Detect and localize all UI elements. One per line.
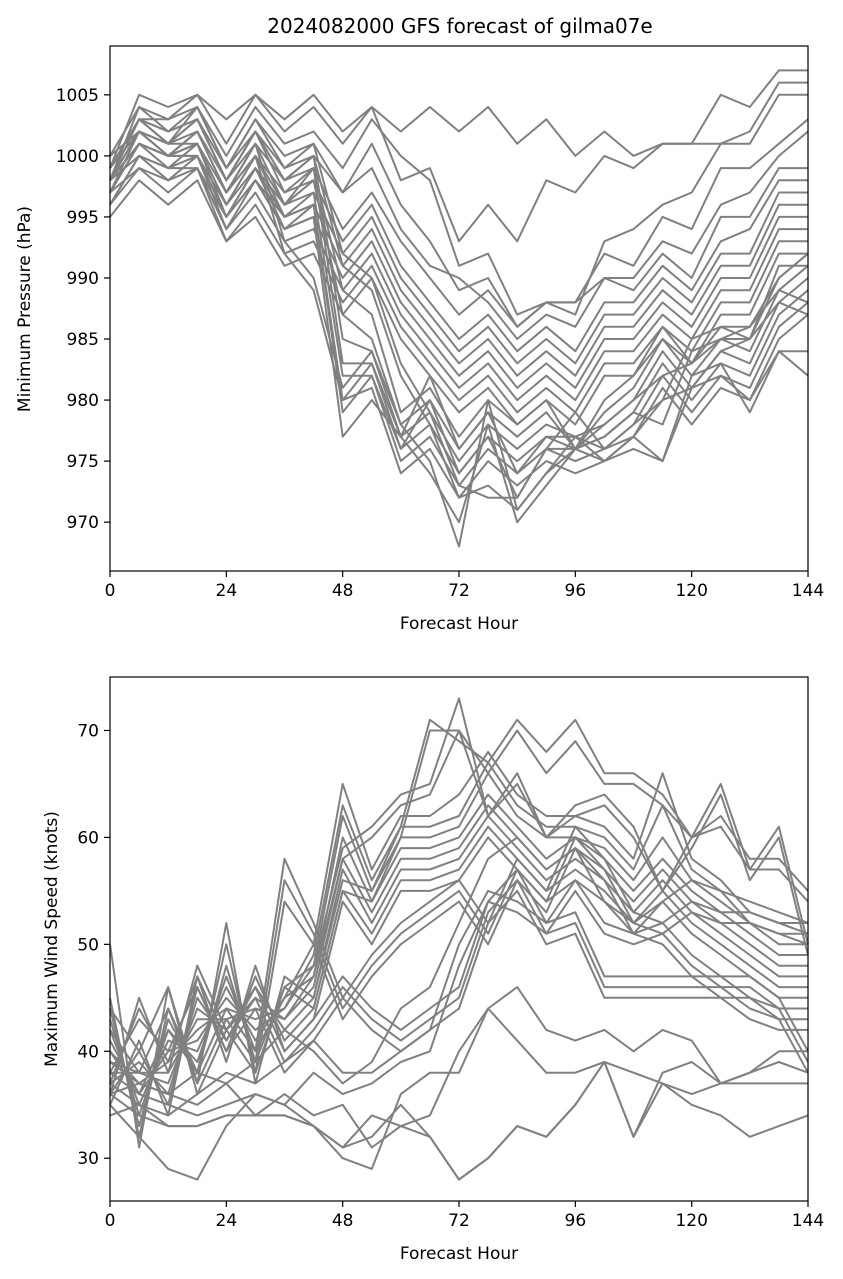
series-line <box>109 750 808 1106</box>
wind-y-ticks: 30 40 50 60 70 <box>77 721 110 1169</box>
x-tick-label: 120 <box>675 1211 707 1231</box>
x-tick-label: 72 <box>448 1211 470 1231</box>
y-tick-label: 990 <box>67 269 99 289</box>
wind-x-ticks: 0 24 48 72 96 120 144 <box>105 1201 824 1231</box>
y-tick-label: 50 <box>77 935 99 955</box>
x-tick-label: 0 <box>105 1211 116 1231</box>
y-tick-label: 40 <box>77 1042 99 1062</box>
pressure-lines <box>109 69 809 548</box>
series-line <box>109 1007 809 1181</box>
y-tick-label: 970 <box>67 513 99 533</box>
wind-chart: 0 24 48 72 96 120 144 30 40 50 60 70 Forecast Hour… <box>42 676 824 1264</box>
y-tick-label: 995 <box>67 208 99 228</box>
x-tick-label: 120 <box>675 581 707 601</box>
series-line <box>109 118 809 511</box>
x-tick-label: 96 <box>565 1211 587 1231</box>
y-tick-label: 70 <box>77 721 99 741</box>
series-line <box>109 825 808 1096</box>
pressure-plot-frame <box>109 45 809 572</box>
pressure-x-axis-label: Forecast Hour <box>400 614 518 634</box>
series-line <box>109 81 808 243</box>
series-line <box>109 836 809 1096</box>
y-tick-label: 1005 <box>56 86 99 106</box>
series-line <box>109 697 809 1128</box>
chart-title: 2024082000 GFS forecast of gilma07e <box>267 14 652 38</box>
y-tick-label: 60 <box>77 828 99 848</box>
series-line <box>109 879 809 1084</box>
series-line <box>109 889 809 1074</box>
wind-x-axis-label: Forecast Hour <box>400 1244 518 1264</box>
y-tick-label: 980 <box>67 391 99 411</box>
y-tick-label: 975 <box>67 452 99 472</box>
x-tick-label: 0 <box>105 581 116 601</box>
series-line <box>109 130 809 524</box>
series-line <box>109 879 809 1117</box>
series-line <box>109 93 808 316</box>
series-line <box>109 1061 809 1181</box>
wind-y-axis-label: Maximum Wind Speed (knots) <box>42 811 62 1067</box>
y-tick-label: 1000 <box>56 147 99 167</box>
x-tick-label: 48 <box>332 581 354 601</box>
x-tick-label: 144 <box>792 1211 824 1231</box>
series-line <box>109 130 809 499</box>
y-tick-label: 30 <box>77 1149 99 1169</box>
series-line <box>109 729 809 1117</box>
series-line <box>109 889 809 1117</box>
x-tick-label: 144 <box>792 581 824 601</box>
series-line <box>109 106 809 499</box>
series-line <box>109 868 809 1095</box>
pressure-y-axis-label: Minimum Pressure (hPa) <box>15 206 35 412</box>
x-tick-label: 48 <box>332 1211 354 1231</box>
pressure-x-ticks: 0 24 48 72 96 120 144 <box>105 571 824 601</box>
pressure-chart: 2024082000 GFS forecast of gilma07e 0 24 4… <box>15 14 824 634</box>
pressure-y-ticks: 970 975 980 985 990 995 1000 1005 <box>56 86 110 533</box>
x-tick-label: 24 <box>216 581 238 601</box>
x-tick-label: 96 <box>565 581 587 601</box>
x-tick-label: 72 <box>448 581 470 601</box>
x-tick-label: 24 <box>216 1211 238 1231</box>
series-line <box>109 761 808 1096</box>
y-tick-label: 985 <box>67 330 99 350</box>
wind-plot-frame <box>109 676 809 1202</box>
series-line <box>109 836 808 1085</box>
wind-lines <box>109 697 809 1181</box>
